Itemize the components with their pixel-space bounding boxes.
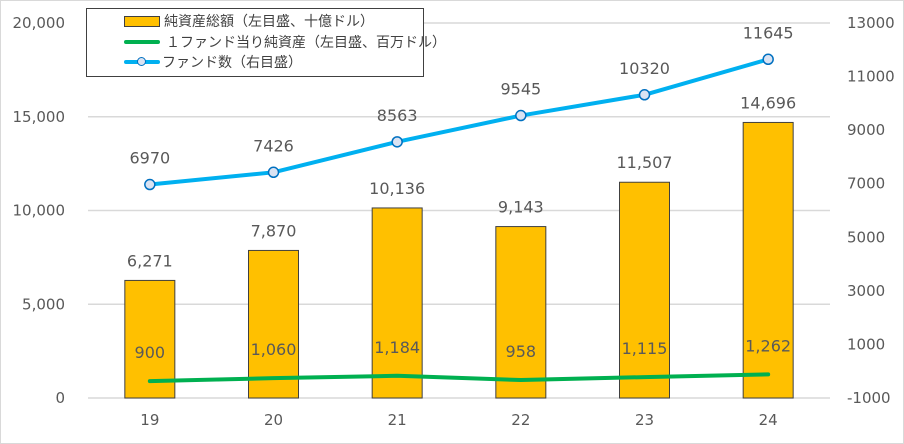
right-tick-label: 7000 [847, 175, 885, 193]
left-tick-label: 0 [55, 389, 65, 407]
x-tick-label: 24 [759, 411, 778, 429]
bar-value-label: 10,136 [369, 179, 425, 198]
legend-label: ファンド数（右目盛） [162, 55, 302, 71]
right-tick-label: 9000 [847, 121, 885, 139]
x-tick-label: 20 [264, 411, 283, 429]
bar [371, 207, 423, 399]
legend-item-net-assets: 純資産総額（左目盛、十億ドル） [124, 11, 374, 31]
line-series-fund-count [144, 53, 774, 191]
legend-label: １ファンド当り純資産（左目盛、百万ドル） [166, 35, 446, 51]
line-value-label: 958 [506, 342, 537, 361]
right-tick-label: 5000 [847, 228, 885, 246]
right-tick-label: 11000 [847, 68, 895, 86]
green-line [147, 372, 771, 384]
right-tick-label: -1000 [847, 389, 891, 407]
bar-value-label: 7,870 [251, 221, 297, 240]
right-tick-label: 1000 [847, 335, 885, 353]
legend-item-fund-count: ファンド数（右目盛） [124, 52, 302, 72]
legend-item-assets-per-fund: １ファンド当り純資産（左目盛、百万ドル） [124, 32, 446, 52]
marker-value-label: 7426 [253, 136, 294, 155]
green-line-icon [124, 40, 160, 44]
gridlines [88, 22, 830, 399]
marker-value-label: 9545 [500, 80, 541, 99]
line-value-label: 1,184 [374, 338, 420, 357]
line-value-label: 1,060 [251, 340, 297, 359]
right-tick-label: 13000 [847, 14, 895, 32]
x-tick-label: 23 [635, 411, 654, 429]
legend: 純資産総額（左目盛、十億ドル） １ファンド当り純資産（左目盛、百万ドル） ファン… [86, 8, 446, 77]
left-tick-label: 20,000 [13, 14, 66, 32]
line-value-label: 1,262 [745, 336, 791, 355]
marker-value-label: 6970 [129, 149, 170, 168]
x-axis: 19 20 21 22 23 24 [140, 411, 777, 429]
bar-swatch-icon [124, 15, 160, 27]
line-value-label: 900 [135, 343, 166, 362]
circle-marker-icon [267, 166, 280, 179]
x-tick-label: 21 [388, 411, 407, 429]
bar [248, 249, 299, 399]
left-tick-label: 15,000 [13, 108, 66, 126]
bar [742, 121, 794, 399]
bar-series-net-assets [124, 121, 794, 399]
circle-marker-icon [391, 136, 403, 148]
bar-value-label: 11,507 [617, 153, 673, 172]
circle-marker-icon [144, 178, 156, 191]
bar [124, 279, 176, 399]
bar [619, 181, 670, 399]
line-value-label: 1,115 [622, 339, 668, 358]
bar [495, 226, 547, 399]
x-tick-label: 22 [511, 411, 530, 429]
bar-value-label: 14,696 [740, 93, 796, 112]
right-axis: -1000 1000 3000 5000 7000 9000 11000 13000 [847, 14, 895, 407]
circle-marker-icon [515, 109, 527, 122]
data-labels: 6,271 7,870 10,136 9,143 11,507 14,696 900 1,06… [127, 23, 796, 362]
line-series-assets-per-fund [147, 372, 771, 384]
bar-value-label: 9,143 [498, 198, 544, 217]
marker-value-label: 8563 [377, 106, 418, 125]
blue-line [147, 57, 771, 187]
circle-marker-icon [638, 89, 651, 101]
circle-marker-icon [762, 53, 774, 66]
right-tick-label: 3000 [847, 282, 885, 300]
marker-value-label: 11645 [743, 23, 794, 42]
bar-value-label: 6,271 [127, 251, 173, 270]
left-tick-label: 10,000 [13, 202, 66, 220]
marker-value-label: 10320 [619, 59, 670, 78]
line-marker-icon [124, 57, 160, 66]
legend-label: 純資産総額（左目盛、十億ドル） [164, 14, 374, 30]
left-axis: 0 5,000 10,000 15,000 20,000 [13, 14, 66, 407]
left-tick-label: 5,000 [22, 295, 65, 313]
x-tick-label: 19 [140, 411, 159, 429]
